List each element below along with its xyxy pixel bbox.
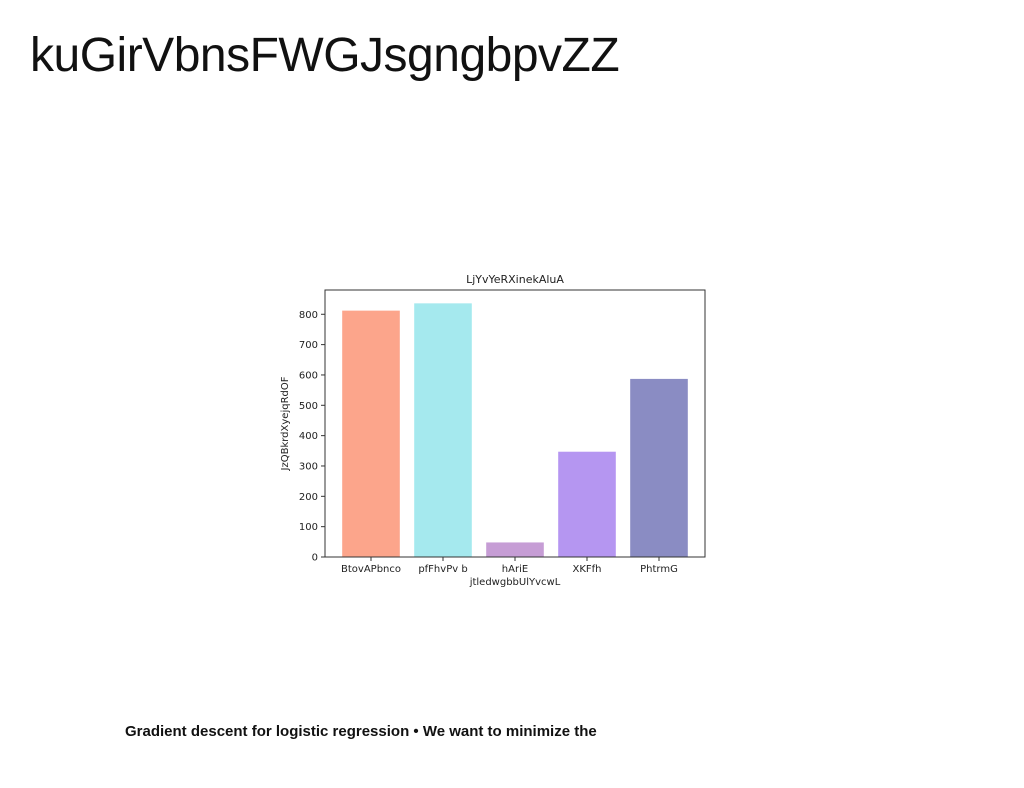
y-tick-label: 700: [299, 340, 318, 351]
y-tick-label: 400: [299, 431, 318, 442]
y-axis-label: JzQBkrdXyejqRdOF: [280, 376, 291, 471]
y-tick-label: 200: [299, 492, 318, 503]
bar-2: [486, 542, 544, 557]
x-axis-ticks: BtovAPbnco pfFhvPv b hAriE XKFfh PhtrmG: [341, 557, 678, 575]
chart-title: LjYvYeRXinekAluA: [466, 273, 564, 286]
y-tick-label: 600: [299, 370, 318, 381]
y-tick-label: 0: [312, 553, 318, 564]
y-tick-label: 500: [299, 401, 318, 412]
x-tick-label: pfFhvPv b: [418, 564, 467, 575]
x-tick-label: hAriE: [502, 564, 528, 575]
y-tick-label: 100: [299, 522, 318, 533]
y-tick-label: 800: [299, 310, 318, 321]
bar-3: [558, 451, 616, 557]
slide-title: kuGirVbnsFWGJsgngbpvZZ: [30, 29, 620, 82]
bar-0: [342, 310, 400, 557]
y-tick-label: 300: [299, 461, 318, 472]
y-axis-ticks: 0 100 200 300 400 500 600 700 800: [299, 310, 325, 564]
slide-caption: Gradient descent for logistic regression…: [125, 723, 597, 740]
x-tick-label: BtovAPbnco: [341, 564, 401, 575]
bar-chart-svg: LjYvYeRXinekAluA 0 100 200 300 400 500 600 700 8…: [280, 273, 706, 588]
bar-4: [630, 378, 688, 557]
x-tick-label: XKFfh: [572, 564, 601, 575]
bar-1: [414, 303, 472, 557]
bars-layer: [342, 303, 688, 557]
x-axis-label: jtledwgbbUlYvcwL: [469, 577, 561, 588]
bar-chart: LjYvYeRXinekAluA 0 100 200 300 400 500 600 700 8…: [270, 262, 730, 598]
x-tick-label: PhtrmG: [640, 564, 678, 575]
